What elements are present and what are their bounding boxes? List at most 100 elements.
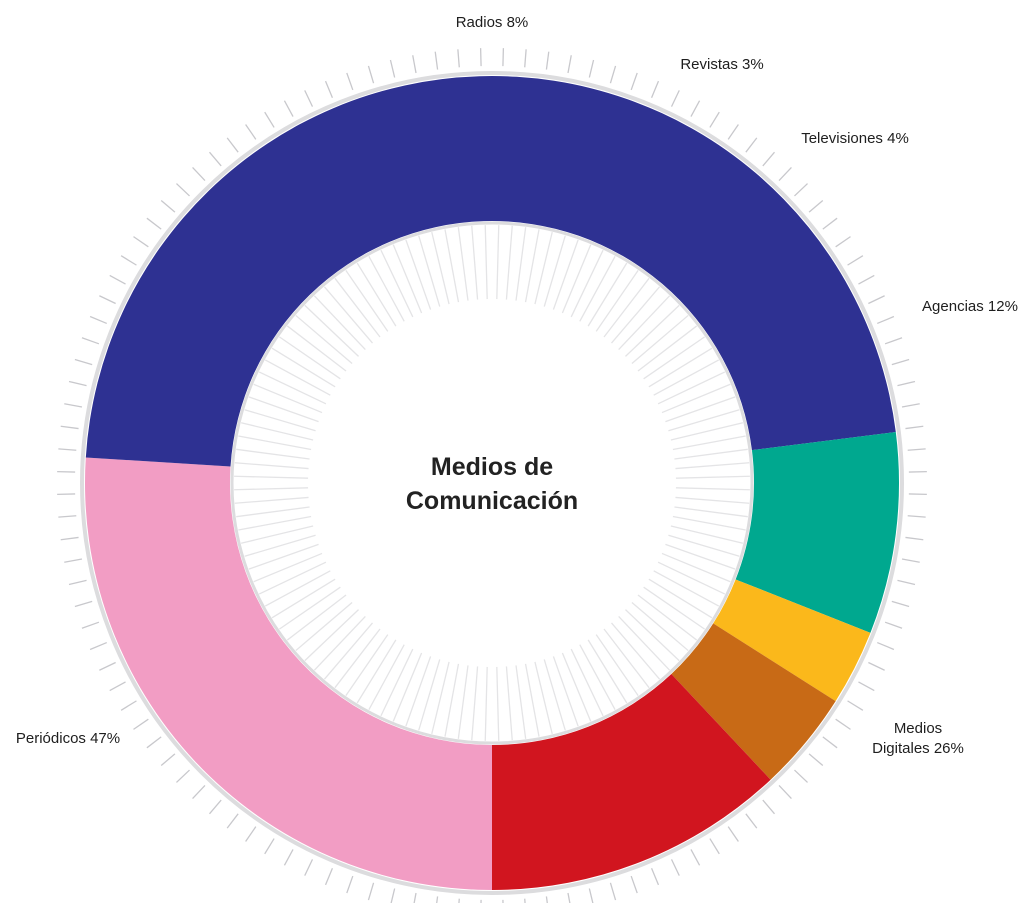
inner-tick <box>248 396 319 423</box>
inner-tick <box>653 570 720 607</box>
outer-tick <box>436 896 439 903</box>
slice-label: Radios 8% <box>456 14 529 31</box>
inner-tick <box>670 422 744 441</box>
inner-tick <box>234 462 309 470</box>
outer-tick <box>160 753 176 767</box>
outer-rim <box>80 71 904 895</box>
outer-tick-ring <box>57 48 927 903</box>
outer-tick <box>89 315 107 325</box>
outer-tick <box>146 736 162 749</box>
inner-tick <box>271 347 336 388</box>
outer-tick <box>905 536 924 541</box>
inner-tick <box>258 561 327 595</box>
inner-tick <box>524 229 540 303</box>
inner-tick <box>661 552 731 583</box>
inner-tick <box>392 244 423 314</box>
outer-tick <box>60 536 79 541</box>
outer-tick <box>457 49 460 68</box>
inner-tick <box>240 525 314 544</box>
outer-tick <box>690 100 701 117</box>
inner-tick <box>457 665 469 739</box>
inner-tick <box>496 225 500 300</box>
outer-tick <box>99 295 116 305</box>
outer-tick <box>120 255 137 266</box>
outer-tick <box>822 736 838 749</box>
inner-tick <box>603 628 650 689</box>
inner-tick <box>313 616 366 671</box>
outer-tick <box>709 111 720 128</box>
inner-tick <box>552 656 579 727</box>
inner-tick <box>457 227 469 301</box>
inner-tick <box>345 270 389 332</box>
outer-tick <box>901 403 920 408</box>
inner-tick <box>484 666 488 741</box>
slice-label: Periódicos 47% <box>16 730 120 747</box>
inner-tick <box>603 277 650 338</box>
outer-tick <box>367 882 375 901</box>
inner-tick <box>515 227 527 301</box>
outer-tick <box>68 380 87 387</box>
inner-tick <box>543 235 566 307</box>
inner-tick <box>631 602 689 652</box>
center-title: Medios de Comunicación <box>406 453 578 515</box>
outer-tick <box>835 718 851 730</box>
inner-tick <box>618 616 671 671</box>
inner-tick <box>304 609 359 662</box>
inner-tick <box>238 515 312 531</box>
inner-tick <box>264 570 331 607</box>
inner-tick <box>579 644 616 711</box>
slice-label: Televisiones 4% <box>801 130 909 147</box>
outer-tick <box>670 90 680 107</box>
inner-tick <box>648 347 713 388</box>
outer-tick <box>226 137 239 153</box>
outer-tick <box>58 515 77 518</box>
inner-tick <box>313 295 366 350</box>
inner-tick <box>368 255 405 322</box>
inner-tick <box>323 622 373 680</box>
outer-tick <box>567 55 572 74</box>
inner-tick <box>675 475 750 479</box>
outer-tick <box>891 358 910 366</box>
outer-tick <box>907 515 926 518</box>
outer-tick <box>81 337 100 345</box>
inner-tick <box>505 225 513 300</box>
outer-tick <box>745 137 758 153</box>
slice-label: Medios Digitales 26% <box>872 720 964 757</box>
inner-tick <box>505 666 513 741</box>
inner-tick <box>279 336 341 380</box>
inner-rim <box>230 221 754 745</box>
outer-tick <box>808 199 824 213</box>
inner-tick <box>444 229 460 303</box>
outer-tick <box>808 753 824 767</box>
outer-tick <box>283 849 294 866</box>
inner-tick <box>665 396 736 423</box>
inner-tick <box>240 422 314 441</box>
outer-tick <box>762 799 776 815</box>
inner-tick <box>244 534 316 557</box>
outer-tick <box>868 295 885 305</box>
outer-tick <box>727 124 739 140</box>
outer-tick <box>226 813 239 829</box>
inner-tick <box>471 225 479 300</box>
inner-tick <box>295 602 353 652</box>
inner-tick <box>234 496 309 504</box>
outer-tick <box>120 700 137 711</box>
outer-tick <box>545 896 548 903</box>
outer-tick <box>245 124 257 140</box>
inner-tick <box>674 506 748 518</box>
inner-tick <box>637 594 698 641</box>
outer-tick <box>835 236 851 248</box>
inner-tick <box>595 270 639 332</box>
inner-tick <box>631 314 689 364</box>
inner-tick <box>534 231 553 305</box>
inner-tick <box>570 648 604 717</box>
outer-tick <box>68 579 87 586</box>
inner-tick <box>238 435 312 451</box>
outer-tick <box>74 600 93 608</box>
outer-tick <box>346 875 354 894</box>
inner-tick <box>653 359 720 396</box>
inner-tick <box>657 371 726 405</box>
outer-tick <box>567 892 571 903</box>
outer-tick <box>858 274 875 285</box>
inner-tick <box>637 325 698 372</box>
